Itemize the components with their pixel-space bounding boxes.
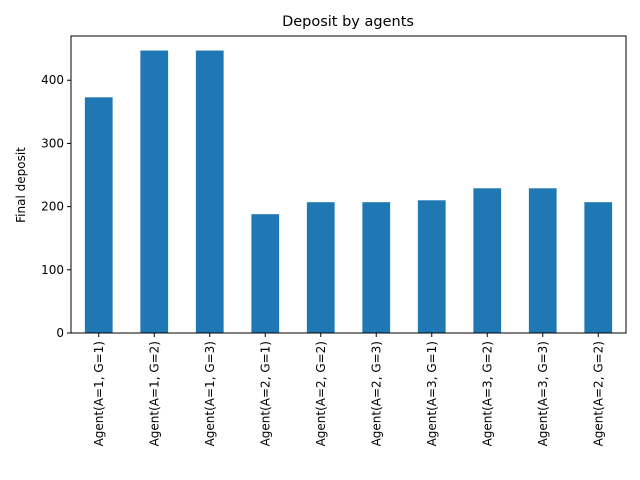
bar <box>84 97 113 333</box>
x-tick-label: Agent(A=2, G=3) <box>369 341 383 446</box>
bar <box>306 202 335 333</box>
bars-group <box>84 50 613 333</box>
bar <box>417 200 446 333</box>
x-axis: Agent(A=1, G=1) Agent(A=1, G=2) Agent(A=1,… <box>92 333 605 446</box>
y-tick-label: 100 <box>41 263 64 277</box>
x-tick-label: Agent(A=3, G=2) <box>480 341 494 446</box>
x-tick-label: Agent(A=1, G=1) <box>92 341 106 446</box>
bar <box>528 188 557 333</box>
plot-frame <box>70 35 627 334</box>
bar <box>251 214 280 333</box>
bar <box>473 188 502 333</box>
chart-title: Deposit by agents <box>282 14 414 30</box>
bar <box>362 202 391 333</box>
x-tick-label: Agent(A=2, G=1) <box>258 341 272 446</box>
x-tick-label: Agent(A=2, G=2) <box>314 341 328 446</box>
y-tick-label: 0 <box>56 326 64 340</box>
x-tick-label: Agent(A=3, G=1) <box>425 341 439 446</box>
x-tick-label: Agent(A=3, G=3) <box>536 341 550 446</box>
bar <box>584 202 613 333</box>
y-tick-label: 400 <box>41 73 64 87</box>
y-axis-label: Final deposit <box>14 147 28 223</box>
bar <box>195 50 224 333</box>
x-tick-label: Agent(A=2, G=2) <box>591 341 605 446</box>
y-axis: 0 100 200 300 400 <box>41 73 71 340</box>
y-tick-label: 200 <box>41 200 64 214</box>
y-tick-label: 300 <box>41 136 64 150</box>
bar <box>140 50 169 333</box>
x-tick-label: Agent(A=1, G=2) <box>147 341 161 446</box>
x-tick-label: Agent(A=1, G=3) <box>203 341 217 446</box>
